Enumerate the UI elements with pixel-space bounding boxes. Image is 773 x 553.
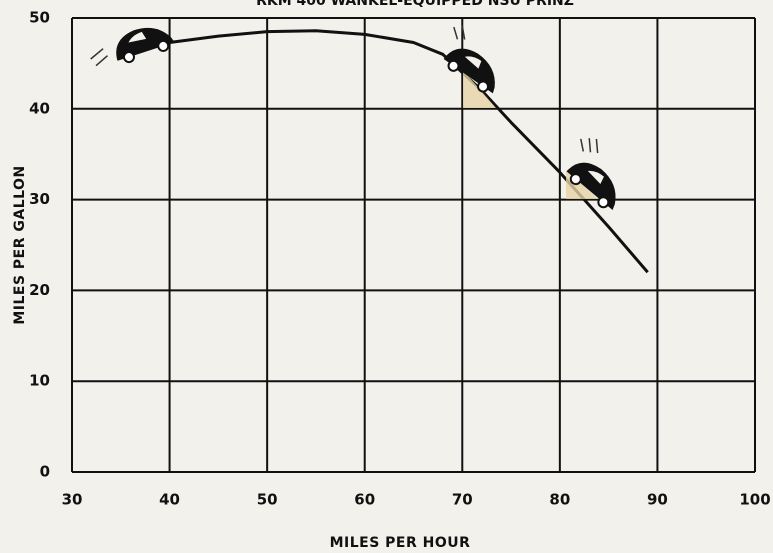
car-illustration — [90, 27, 175, 67]
plot — [120, 29, 649, 274]
y-tick-label: 30 — [29, 190, 50, 208]
y-axis-label: MILES PER GALLON — [12, 165, 28, 324]
grid — [71, 17, 756, 473]
x-tick-label: 100 — [739, 491, 770, 509]
x-tick-label: 90 — [647, 491, 668, 509]
y-tick-label: 50 — [29, 9, 50, 27]
y-tick-label: 40 — [29, 99, 50, 117]
y-tick-label: 0 — [40, 463, 50, 481]
y-tick-label: 20 — [29, 281, 50, 299]
x-tick-label: 50 — [257, 491, 278, 509]
car-illustration — [443, 25, 495, 94]
x-tick-label: 70 — [452, 491, 473, 509]
car-illustration — [566, 138, 616, 210]
y-tick-label: 10 — [29, 372, 50, 390]
data-line — [120, 29, 649, 274]
car-illustrations — [90, 25, 616, 210]
chart-title: RKM 400 WANKEL-EQUIPPED NSU PRINZ — [256, 0, 574, 9]
x-axis-label: MILES PER HOUR — [330, 535, 471, 551]
x-tick-label: 40 — [159, 491, 180, 509]
x-tick-label: 80 — [549, 491, 570, 509]
x-tick-label: 30 — [62, 491, 83, 509]
x-tick-label: 60 — [354, 491, 375, 509]
